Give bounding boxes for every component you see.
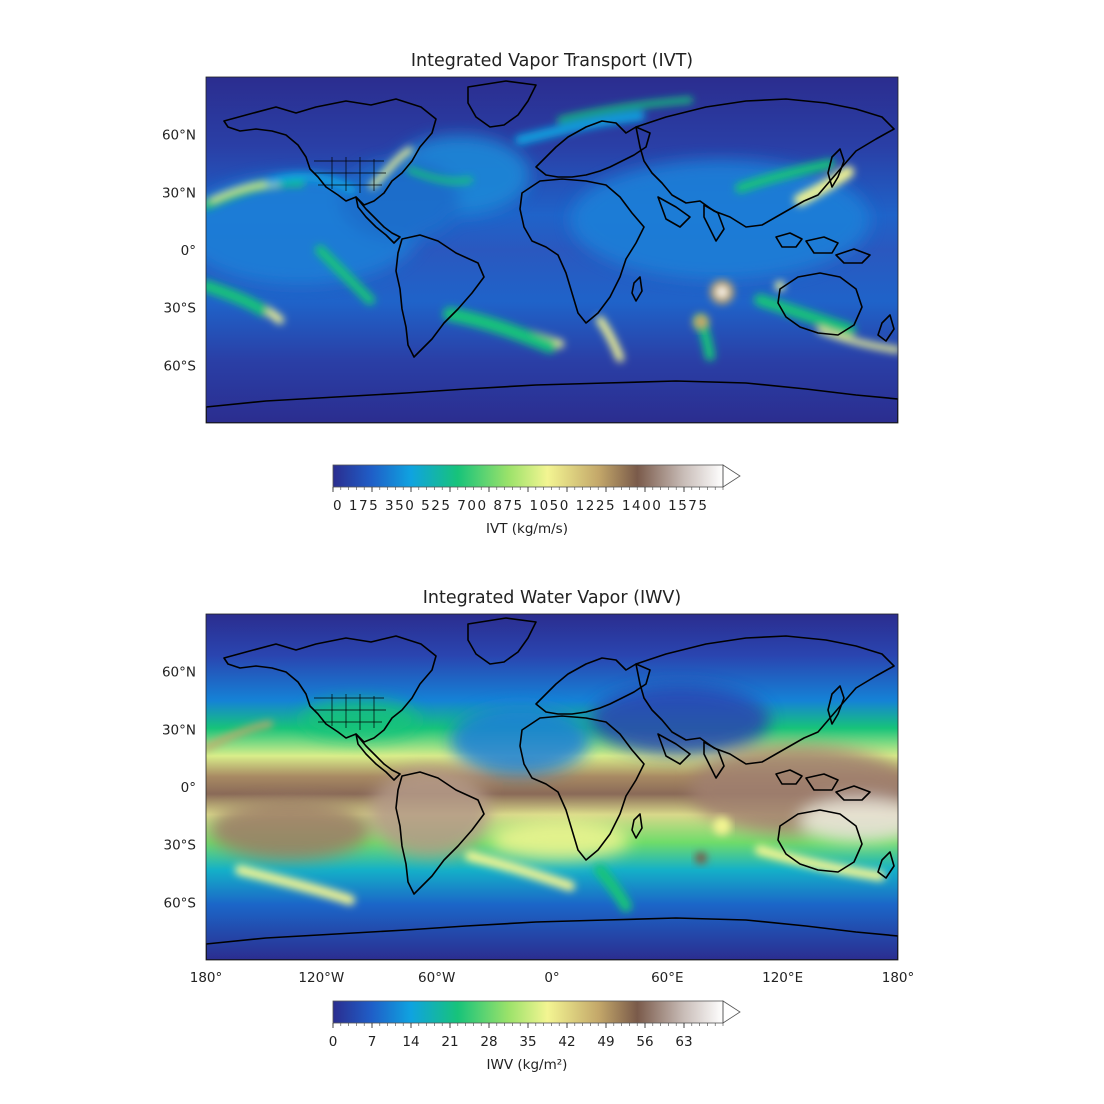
ivt-panel: Integrated Vapor Transport (IVT) (162, 51, 899, 537)
colorbar-tick-label: 42 (558, 1034, 575, 1050)
lat-tick-label: 60°S (164, 358, 197, 374)
lat-tick-label: 0° (181, 243, 196, 259)
colorbar-tick-labels: 0 175 350 525 700 875 1050 1225 1400 157… (333, 498, 707, 514)
iwv-colorbar-label: IWV (kg/m²) (487, 1057, 568, 1073)
ivt-colorbar-extend (722, 464, 741, 488)
ivt-colorbar: 0 175 350 525 700 875 1050 1225 1400 157… (332, 464, 741, 537)
lon-tick-label: 180° (882, 970, 915, 986)
lat-tick-label: 60°S (164, 895, 197, 911)
colorbar-tick-label: 28 (480, 1034, 497, 1050)
lon-tick-label: 60°E (651, 970, 683, 986)
ivt-title: Integrated Vapor Transport (IVT) (411, 51, 693, 71)
ivt-lat-ticks: 60°N 30°N 0° 30°S 60°S (162, 128, 196, 375)
colorbar-tick-label: 49 (597, 1034, 614, 1050)
lat-tick-label: 30°S (164, 301, 197, 317)
iwv-title: Integrated Water Vapor (IWV) (423, 588, 682, 608)
iwv-map (206, 614, 898, 960)
iwv-lon-ticks: 180° 120°W 60°W 0° 60°E 120°E 180° (190, 970, 915, 986)
ivt-colorbar-ticks: 0 175 350 525 700 875 1050 1225 1400 157… (332, 487, 707, 514)
lon-tick-label: 180° (190, 970, 223, 986)
iwv-colorbar: 0 7 14 21 28 35 42 49 56 63 IWV (kg/m²) (329, 1000, 741, 1073)
colorbar-tick-label: 35 (519, 1034, 536, 1050)
iwv-colorbar-extend (722, 1000, 741, 1024)
ivt-colorbar-gradient (333, 465, 723, 487)
lat-tick-label: 0° (181, 780, 196, 796)
lat-tick-label: 60°N (162, 665, 196, 681)
iwv-lat-ticks: 60°N 30°N 0° 30°S 60°S (162, 665, 196, 912)
lat-tick-label: 30°S (164, 838, 197, 854)
iwv-colorbar-ticks: 0 7 14 21 28 35 42 49 56 63 (329, 1023, 693, 1050)
lon-tick-label: 60°W (418, 970, 455, 986)
iwv-colorbar-gradient (333, 1001, 723, 1023)
lon-tick-label: 120°E (762, 970, 803, 986)
ivt-colorbar-label: IVT (kg/m/s) (486, 521, 568, 537)
colorbar-tick-label: 0 (329, 1034, 338, 1050)
colorbar-tick-label: 7 (368, 1034, 377, 1050)
colorbar-tick-label: 63 (675, 1034, 692, 1050)
lat-tick-label: 60°N (162, 128, 196, 144)
colorbar-tick-label: 14 (402, 1034, 419, 1050)
colorbar-tick-label: 56 (636, 1034, 653, 1050)
lat-tick-label: 30°N (162, 722, 196, 738)
lon-tick-label: 0° (544, 970, 559, 986)
ivt-map (206, 77, 898, 423)
lon-tick-label: 120°W (298, 970, 344, 986)
lat-tick-label: 30°N (162, 185, 196, 201)
iwv-panel: Integrated Water Vapor (IWV) (162, 588, 915, 1073)
colorbar-tick-label: 21 (441, 1034, 458, 1050)
